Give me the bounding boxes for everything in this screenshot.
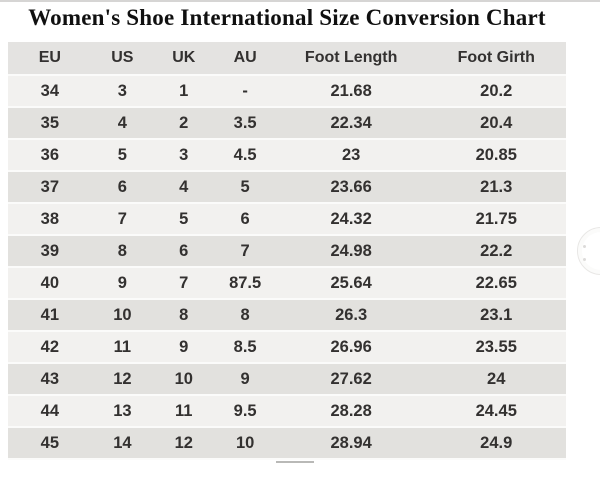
table-cell: 5 [91, 139, 154, 172]
table-cell: 21.3 [426, 171, 566, 204]
table-cell: 24 [426, 363, 566, 396]
table-cell: 10 [91, 299, 154, 332]
table-cell: 4 [91, 107, 154, 140]
table-cell: 8 [153, 299, 215, 332]
table-cell: 40 [8, 267, 92, 300]
column-header: UK [153, 42, 215, 76]
table-cell: 28.28 [275, 395, 427, 428]
table-cell: 3.5 [214, 107, 276, 140]
table-cell: 12 [153, 427, 215, 460]
table-cell: 6 [91, 171, 154, 204]
table-cell: - [214, 75, 276, 108]
table-cell: 4.5 [214, 139, 276, 172]
table-cell: 34 [8, 75, 92, 108]
watermark-circle-icon [577, 227, 600, 275]
table-cell: 20.4 [426, 107, 566, 140]
column-header: Foot Length [275, 42, 427, 76]
column-header: US [91, 42, 154, 76]
table-row: 42 11 9 8.5 26.96 23.55 [8, 331, 566, 364]
table-cell: 5 [214, 171, 276, 204]
table-header-row: EU US UK AU Foot Length Foot Girth [8, 42, 566, 76]
table-cell: 11 [91, 331, 154, 364]
table-cell: 11 [153, 395, 215, 428]
table-cell: 5 [153, 203, 215, 236]
table-cell: 10 [153, 363, 215, 396]
table-cell: 26.96 [275, 331, 427, 364]
table-cell: 41 [8, 299, 92, 332]
page-title: Women's Shoe International Size Conversi… [28, 5, 546, 30]
table-body: 34 3 1-21.68 20.2 35 4 2 3.5 22.34 20.4 36 5 3 4.5 23 2… [8, 75, 566, 460]
table-cell: 45 [8, 427, 92, 460]
table-row: 36 5 3 4.5 23 20.85 [8, 139, 566, 172]
table-cell: 8.5 [214, 331, 276, 364]
table-cell: 21.75 [426, 203, 566, 236]
table-row: 45 14 12 10 28.94 24.9 [8, 427, 566, 460]
table-cell: 20.2 [426, 75, 566, 108]
table-cell: 13 [91, 395, 154, 428]
table-cell: 6 [153, 235, 215, 268]
table-cell: 44 [8, 395, 92, 428]
table-cell: 21.68 [275, 75, 427, 108]
table-cell: 7 [153, 267, 215, 300]
table-cell: 22.65 [426, 267, 566, 300]
table-row: 39 8 6 7 24.98 22.2 [8, 235, 566, 268]
table-cell: 7 [91, 203, 154, 236]
table-cell: 37 [8, 171, 92, 204]
table-cell: 27.62 [275, 363, 427, 396]
table-cell: 28.94 [275, 427, 427, 460]
table-cell: 20.85 [426, 139, 566, 172]
table-cell: 38 [8, 203, 92, 236]
table-cell: 14 [91, 427, 154, 460]
table-cell: 9 [153, 331, 215, 364]
column-header: Foot Girth [426, 42, 566, 76]
watermark-dot [583, 245, 586, 248]
table-cell: 10 [214, 427, 276, 460]
table-cell: 4 [153, 171, 215, 204]
table-cell: 39 [8, 235, 92, 268]
table-cell: 3 [153, 139, 215, 172]
table-cell: 1 [153, 75, 215, 108]
table-row: 34 3 1-21.68 20.2 [8, 75, 566, 108]
watermark-dot [583, 258, 586, 261]
table-row: 40 9 7 87.5 25.64 22.65 [8, 267, 566, 300]
table-cell: 26.3 [275, 299, 427, 332]
table-cell: 9 [91, 267, 154, 300]
column-header: EU [8, 42, 92, 76]
table-cell: 23.1 [426, 299, 566, 332]
table-row: 38 7 5 6 24.32 21.75 [8, 203, 566, 236]
table-cell: 24.45 [426, 395, 566, 428]
small-divider-line [276, 461, 314, 463]
table-cell: 22.2 [426, 235, 566, 268]
table-row: 44 13 11 9.5 28.28 24.45 [8, 395, 566, 428]
table-cell: 23 [275, 139, 427, 172]
table-row: 37 6 4 5 23.66 21.3 [8, 171, 566, 204]
size-conversion-table: EU US UK AU Foot Length Foot Girth 34 3 1-21.68… [8, 42, 566, 460]
top-border-line [0, 0, 600, 2]
table-cell: 3 [91, 75, 154, 108]
table-cell: 23.66 [275, 171, 427, 204]
table-cell: 9 [214, 363, 276, 396]
table-cell: 7 [214, 235, 276, 268]
table-row: 43 12 10 9 27.62 24 [8, 363, 566, 396]
table-cell: 8 [91, 235, 154, 268]
table-cell: 24.98 [275, 235, 427, 268]
table-cell: 8 [214, 299, 276, 332]
table-row: 41 10 8 8 26.3 23.1 [8, 299, 566, 332]
table-cell: 23.55 [426, 331, 566, 364]
table-cell: 35 [8, 107, 92, 140]
table-cell: 9.5 [214, 395, 276, 428]
table-row: 35 4 2 3.5 22.34 20.4 [8, 107, 566, 140]
table-cell: 24.9 [426, 427, 566, 460]
table-cell: 22.34 [275, 107, 427, 140]
table-cell: 43 [8, 363, 92, 396]
table-cell: 36 [8, 139, 92, 172]
table-cell: 87.5 [214, 267, 276, 300]
table-cell: 25.64 [275, 267, 427, 300]
table-cell: 42 [8, 331, 92, 364]
table-cell: 6 [214, 203, 276, 236]
table-cell: 2 [153, 107, 215, 140]
table-cell: 24.32 [275, 203, 427, 236]
table-cell: 12 [91, 363, 154, 396]
column-header: AU [214, 42, 276, 76]
